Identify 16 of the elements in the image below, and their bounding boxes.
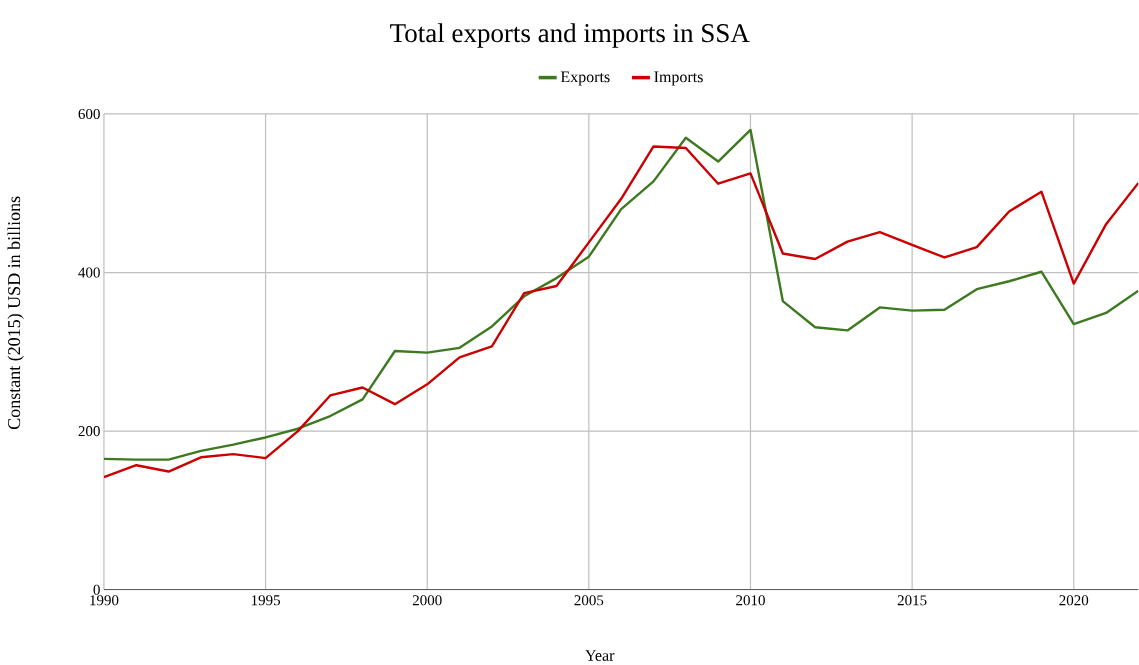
x-tick-label: 1995 xyxy=(251,595,280,606)
legend-label: Imports xyxy=(654,71,703,86)
y-tick-label: 400 xyxy=(78,267,100,278)
x-tick-label: 2015 xyxy=(897,595,927,606)
y-axis-title: Constant (2015) USD in billions xyxy=(7,196,24,430)
chart-title: Total exports and imports in SSA xyxy=(390,23,750,48)
x-tick-label: 2010 xyxy=(736,595,765,606)
x-axis-title: Year xyxy=(585,650,615,661)
y-tick-label: 0 xyxy=(93,584,100,595)
y-tick-label: 200 xyxy=(78,426,100,437)
y-tick-label: 600 xyxy=(78,109,100,120)
x-tick-label: 2020 xyxy=(1059,595,1089,606)
x-tick-label: 1990 xyxy=(90,595,119,606)
x-tick-label: 2005 xyxy=(574,595,604,606)
x-tick-label: 2000 xyxy=(412,595,442,606)
legend-label: Exports xyxy=(560,71,610,86)
